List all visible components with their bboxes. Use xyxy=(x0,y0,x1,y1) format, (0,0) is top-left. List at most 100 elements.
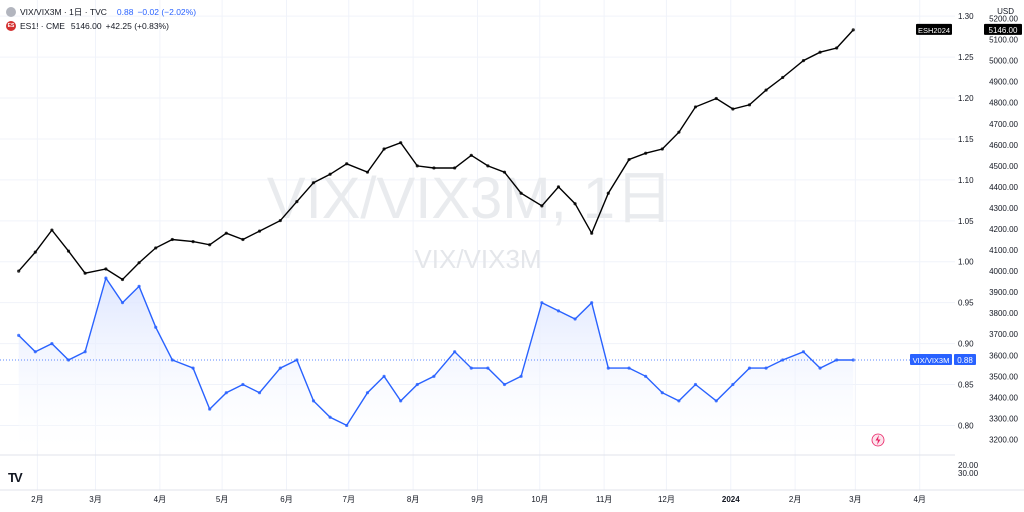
es-data-point xyxy=(224,231,228,235)
x-axis-tick-label: 10月 xyxy=(531,495,548,504)
ratio-data-point xyxy=(590,301,594,305)
ratio-data-point xyxy=(154,325,158,329)
es-data-point xyxy=(170,237,174,242)
ratio-data-point xyxy=(311,399,316,403)
ratio-data-point xyxy=(747,366,752,370)
es-data-point xyxy=(801,59,806,63)
ratio-data-point xyxy=(33,350,37,354)
es-data-point xyxy=(519,191,523,195)
es-data-point xyxy=(33,250,37,254)
legend-main-symbol: VIX/VIX3M · 1日 · TVC xyxy=(20,7,107,17)
es-data-point xyxy=(120,277,125,282)
legend-compare-symbol: ES1! · CME xyxy=(20,21,65,31)
pane2-axis-tick: 20.00 xyxy=(958,461,979,470)
es-data-point xyxy=(677,130,681,134)
x-axis-tick-label: 11月 xyxy=(596,495,612,504)
es-data-point xyxy=(818,50,822,54)
ratio-data-point xyxy=(540,301,544,305)
es-badge-label: ESH2024 xyxy=(918,26,950,35)
ratio-data-point xyxy=(453,350,457,354)
ratio-data-point xyxy=(627,366,631,370)
tradingview-logo-icon[interactable]: TV xyxy=(8,470,23,485)
right-axis-tick: 5100.00 xyxy=(989,36,1018,45)
ratio-data-point xyxy=(50,341,54,346)
right-axis-tick: 3500.00 xyxy=(989,372,1018,381)
ratio-data-point xyxy=(257,391,262,395)
es-data-point xyxy=(278,218,282,223)
x-axis-tick-label: 2月 xyxy=(31,495,43,504)
es-data-point xyxy=(365,170,370,174)
es-data-point xyxy=(17,269,21,273)
es-data-point xyxy=(644,151,648,155)
lightning-icon[interactable] xyxy=(871,433,885,447)
es-data-point xyxy=(137,261,141,265)
symbol-icon xyxy=(6,7,16,17)
es-data-point xyxy=(50,228,54,232)
x-axis-tick-label: 6月 xyxy=(280,495,292,504)
left-axis-tick: 1.15 xyxy=(958,135,974,144)
ratio-data-point xyxy=(295,358,299,362)
left-axis-tick: 0.95 xyxy=(958,299,974,308)
ratio-price-label[interactable]: 0.88 xyxy=(954,353,976,365)
left-axis-tick: 0.85 xyxy=(958,381,974,390)
es-data-point xyxy=(469,153,473,157)
ratio-area-fill xyxy=(18,278,854,450)
ratio-data-point xyxy=(781,358,785,362)
right-axis-tick: 5200.00 xyxy=(989,15,1018,24)
ratio-data-point xyxy=(345,423,349,428)
x-axis-tick-label: 5月 xyxy=(216,495,228,504)
ratio-data-point xyxy=(224,391,228,395)
ratio-badge[interactable]: VIX/VIX3M xyxy=(910,353,952,365)
ratio-badge-label: VIX/VIX3M xyxy=(913,356,950,365)
ratio-data-point xyxy=(519,374,523,378)
ratio-data-point xyxy=(83,350,87,354)
ratio-data-point xyxy=(818,366,822,370)
x-axis-tick-label: 3月 xyxy=(89,495,101,504)
legend-main[interactable]: VIX/VIX3M · 1日 · TVC 0.88 −0.02 (−2.02%) xyxy=(6,6,196,18)
right-axis-tick: 4100.00 xyxy=(989,246,1018,255)
ratio-data-point xyxy=(278,366,282,370)
ratio-data-point xyxy=(469,366,473,370)
left-axis-tick: 1.30 xyxy=(958,12,974,21)
ratio-price-text: 0.88 xyxy=(957,356,973,365)
es-data-point xyxy=(311,181,316,185)
ratio-data-point xyxy=(486,366,490,370)
es-badge[interactable]: ESH2024 xyxy=(916,23,952,35)
es-data-point xyxy=(66,249,71,253)
es-data-point xyxy=(781,75,785,80)
es-data-point xyxy=(399,141,403,145)
ratio-data-point xyxy=(714,399,718,403)
es-data-point xyxy=(606,191,610,195)
series-layer xyxy=(0,28,955,450)
right-axis-tick: 3600.00 xyxy=(989,351,1018,360)
right-axis-tick: 3300.00 xyxy=(989,414,1018,423)
ratio-data-point xyxy=(677,399,681,403)
es-data-point xyxy=(453,166,457,170)
es-data-point xyxy=(502,170,507,174)
legend-compare-change: +42.25 (+0.83%) xyxy=(105,21,169,31)
legend-compare[interactable]: ES ES1! · CME 5146.00 +42.25 (+0.83%) xyxy=(6,21,169,31)
left-axis-tick: 1.00 xyxy=(958,258,974,267)
ratio-data-point xyxy=(104,276,108,280)
es-data-point xyxy=(660,147,664,151)
es-data-point xyxy=(241,237,245,242)
ratio-data-point xyxy=(17,333,21,338)
es-data-point xyxy=(345,162,349,166)
left-axis-tick: 0.80 xyxy=(958,421,974,430)
ratio-data-point xyxy=(644,374,648,378)
es-data-point xyxy=(573,202,577,206)
ratio-data-point xyxy=(502,382,507,387)
ratio-data-point xyxy=(835,358,839,362)
currency-label[interactable]: USD xyxy=(997,7,1014,16)
left-axis-tick: 0.90 xyxy=(958,340,974,349)
es-data-point xyxy=(295,200,299,204)
right-axis-tick: 4800.00 xyxy=(989,99,1018,108)
es-price-label[interactable]: 5146.00 xyxy=(984,23,1022,35)
x-axis-tick-label: 12月 xyxy=(658,495,675,504)
ratio-data-point xyxy=(851,358,855,362)
ratio-data-point xyxy=(556,309,561,313)
right-axis-tick: 5000.00 xyxy=(989,57,1018,66)
ratio-data-point xyxy=(365,391,370,395)
ratio-data-point xyxy=(382,374,386,378)
